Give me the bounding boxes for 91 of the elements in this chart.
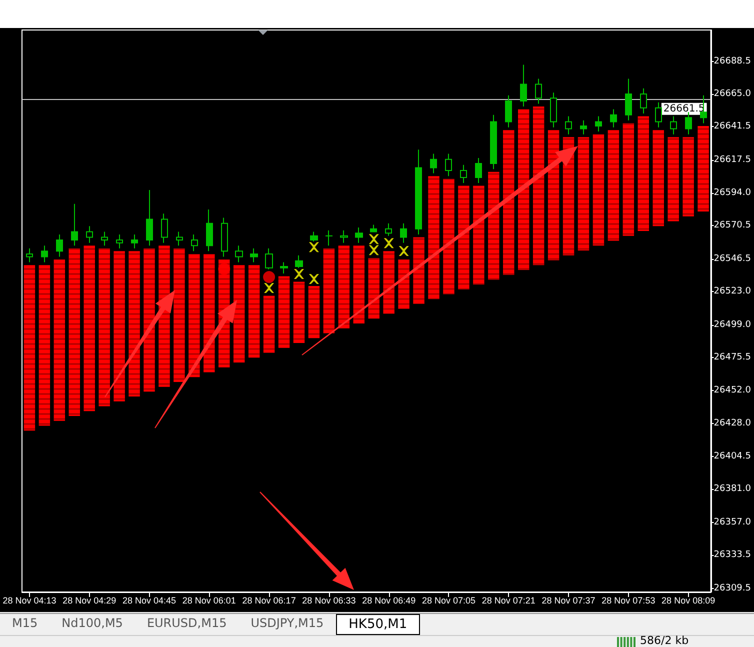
x-tick-label: 28 Nov 04:45 [122,596,176,606]
candlestick [535,78,542,104]
candlestick [295,254,303,268]
candlestick [191,234,198,252]
y-tick-label: 26309.5 [714,584,751,594]
y-tick-label: 26357.0 [714,517,752,528]
candlestick [131,234,138,249]
text: EURUSD,M15 [146,615,228,632]
candlestick [116,234,123,249]
x-tick-label: 28 Nov 08:09 [662,596,716,606]
text: M15 [11,615,39,632]
candlestick [71,203,78,246]
candlestick [56,234,63,258]
candlestick [370,224,377,232]
point [308,274,319,284]
text: HK50,M1 [336,614,420,635]
point [263,271,276,284]
candlestick [475,157,482,184]
candlestick [490,114,497,170]
candlestick [176,231,183,246]
y-tick-label: 26404.5 [714,451,751,462]
y-tick-label: 26523.0 [714,286,752,297]
candlestick [41,245,48,263]
y-tick-label: 26475.5 [714,352,751,363]
candlestick [550,92,557,128]
point [398,246,409,256]
candlestick [415,149,422,235]
candlestick [325,230,333,246]
y-tick-label: 26333.5 [714,550,751,560]
point [308,242,319,252]
y-tick-label: 26570.5 [714,220,751,230]
candlestick [265,248,273,270]
candlestick [206,208,213,252]
candlestick [280,262,288,274]
candlestick [235,245,243,263]
candlestick [565,116,572,135]
candlestick [685,112,692,135]
y-tick-label: 26381.0 [714,484,752,494]
x-tick-label: 28 Nov 06:17 [242,596,296,606]
point [384,238,394,248]
y-tick-label: 26546.5 [714,254,751,264]
x-tick-label: 28 Nov 04:13 [2,596,56,606]
point [264,283,274,294]
x-tick-label: 28 Nov 07:53 [602,596,656,606]
y-tick-label: 26617.5 [714,155,751,166]
candlestick [355,227,363,244]
y-tick-label: 26594.0 [714,188,752,198]
candlestick [310,231,318,242]
y-tick-label: 26428.0 [714,418,752,429]
candlestick [445,153,452,177]
candlestick [250,248,258,263]
x-tick-label: 28 Nov 07:21 [482,596,536,606]
candlestick [610,108,617,128]
point [294,268,304,279]
candlestick [625,78,632,121]
candlestick [385,222,392,236]
y-tick-label: 26452.0 [714,385,752,396]
candlestick [670,116,677,135]
candlestick [101,231,108,246]
point [218,262,230,275]
candlestick [430,153,437,174]
candlestick [505,94,512,128]
candlestick [595,116,602,132]
candlestick [340,230,348,244]
candlestick [146,189,153,246]
text: Nd100,M5 [60,615,124,632]
x-tick-label: 28 Nov 04:29 [62,596,116,606]
x-tick-label: 28 Nov 06:49 [362,596,416,606]
y-tick-label: 26499.0 [714,320,752,330]
y-tick-label: 26688.5 [714,56,751,66]
candlestick [580,120,587,135]
point [368,234,379,244]
candlestick [655,102,662,128]
text: 586/2 kb [640,634,689,647]
y-tick-label: 26665.0 [714,88,752,99]
x-tick-label: 28 Nov 06:33 [302,596,356,606]
ref-line-label: 26661.5 [663,103,705,114]
candlestick [26,248,33,263]
candlestick [520,64,527,108]
point [368,245,379,256]
x-tick-label: 28 Nov 07:05 [422,596,476,606]
candlestick [221,217,228,258]
candlestick [400,222,407,244]
text: USDJPY,M15 [250,615,325,632]
candlestick [640,88,647,114]
y-tick-label: 26641.5 [714,122,751,132]
candlestick [86,226,93,244]
x-tick-label: 28 Nov 07:37 [542,596,596,606]
candlestick [161,213,168,244]
x-tick-label: 28 Nov 06:01 [182,596,236,606]
candlestick [460,164,467,184]
